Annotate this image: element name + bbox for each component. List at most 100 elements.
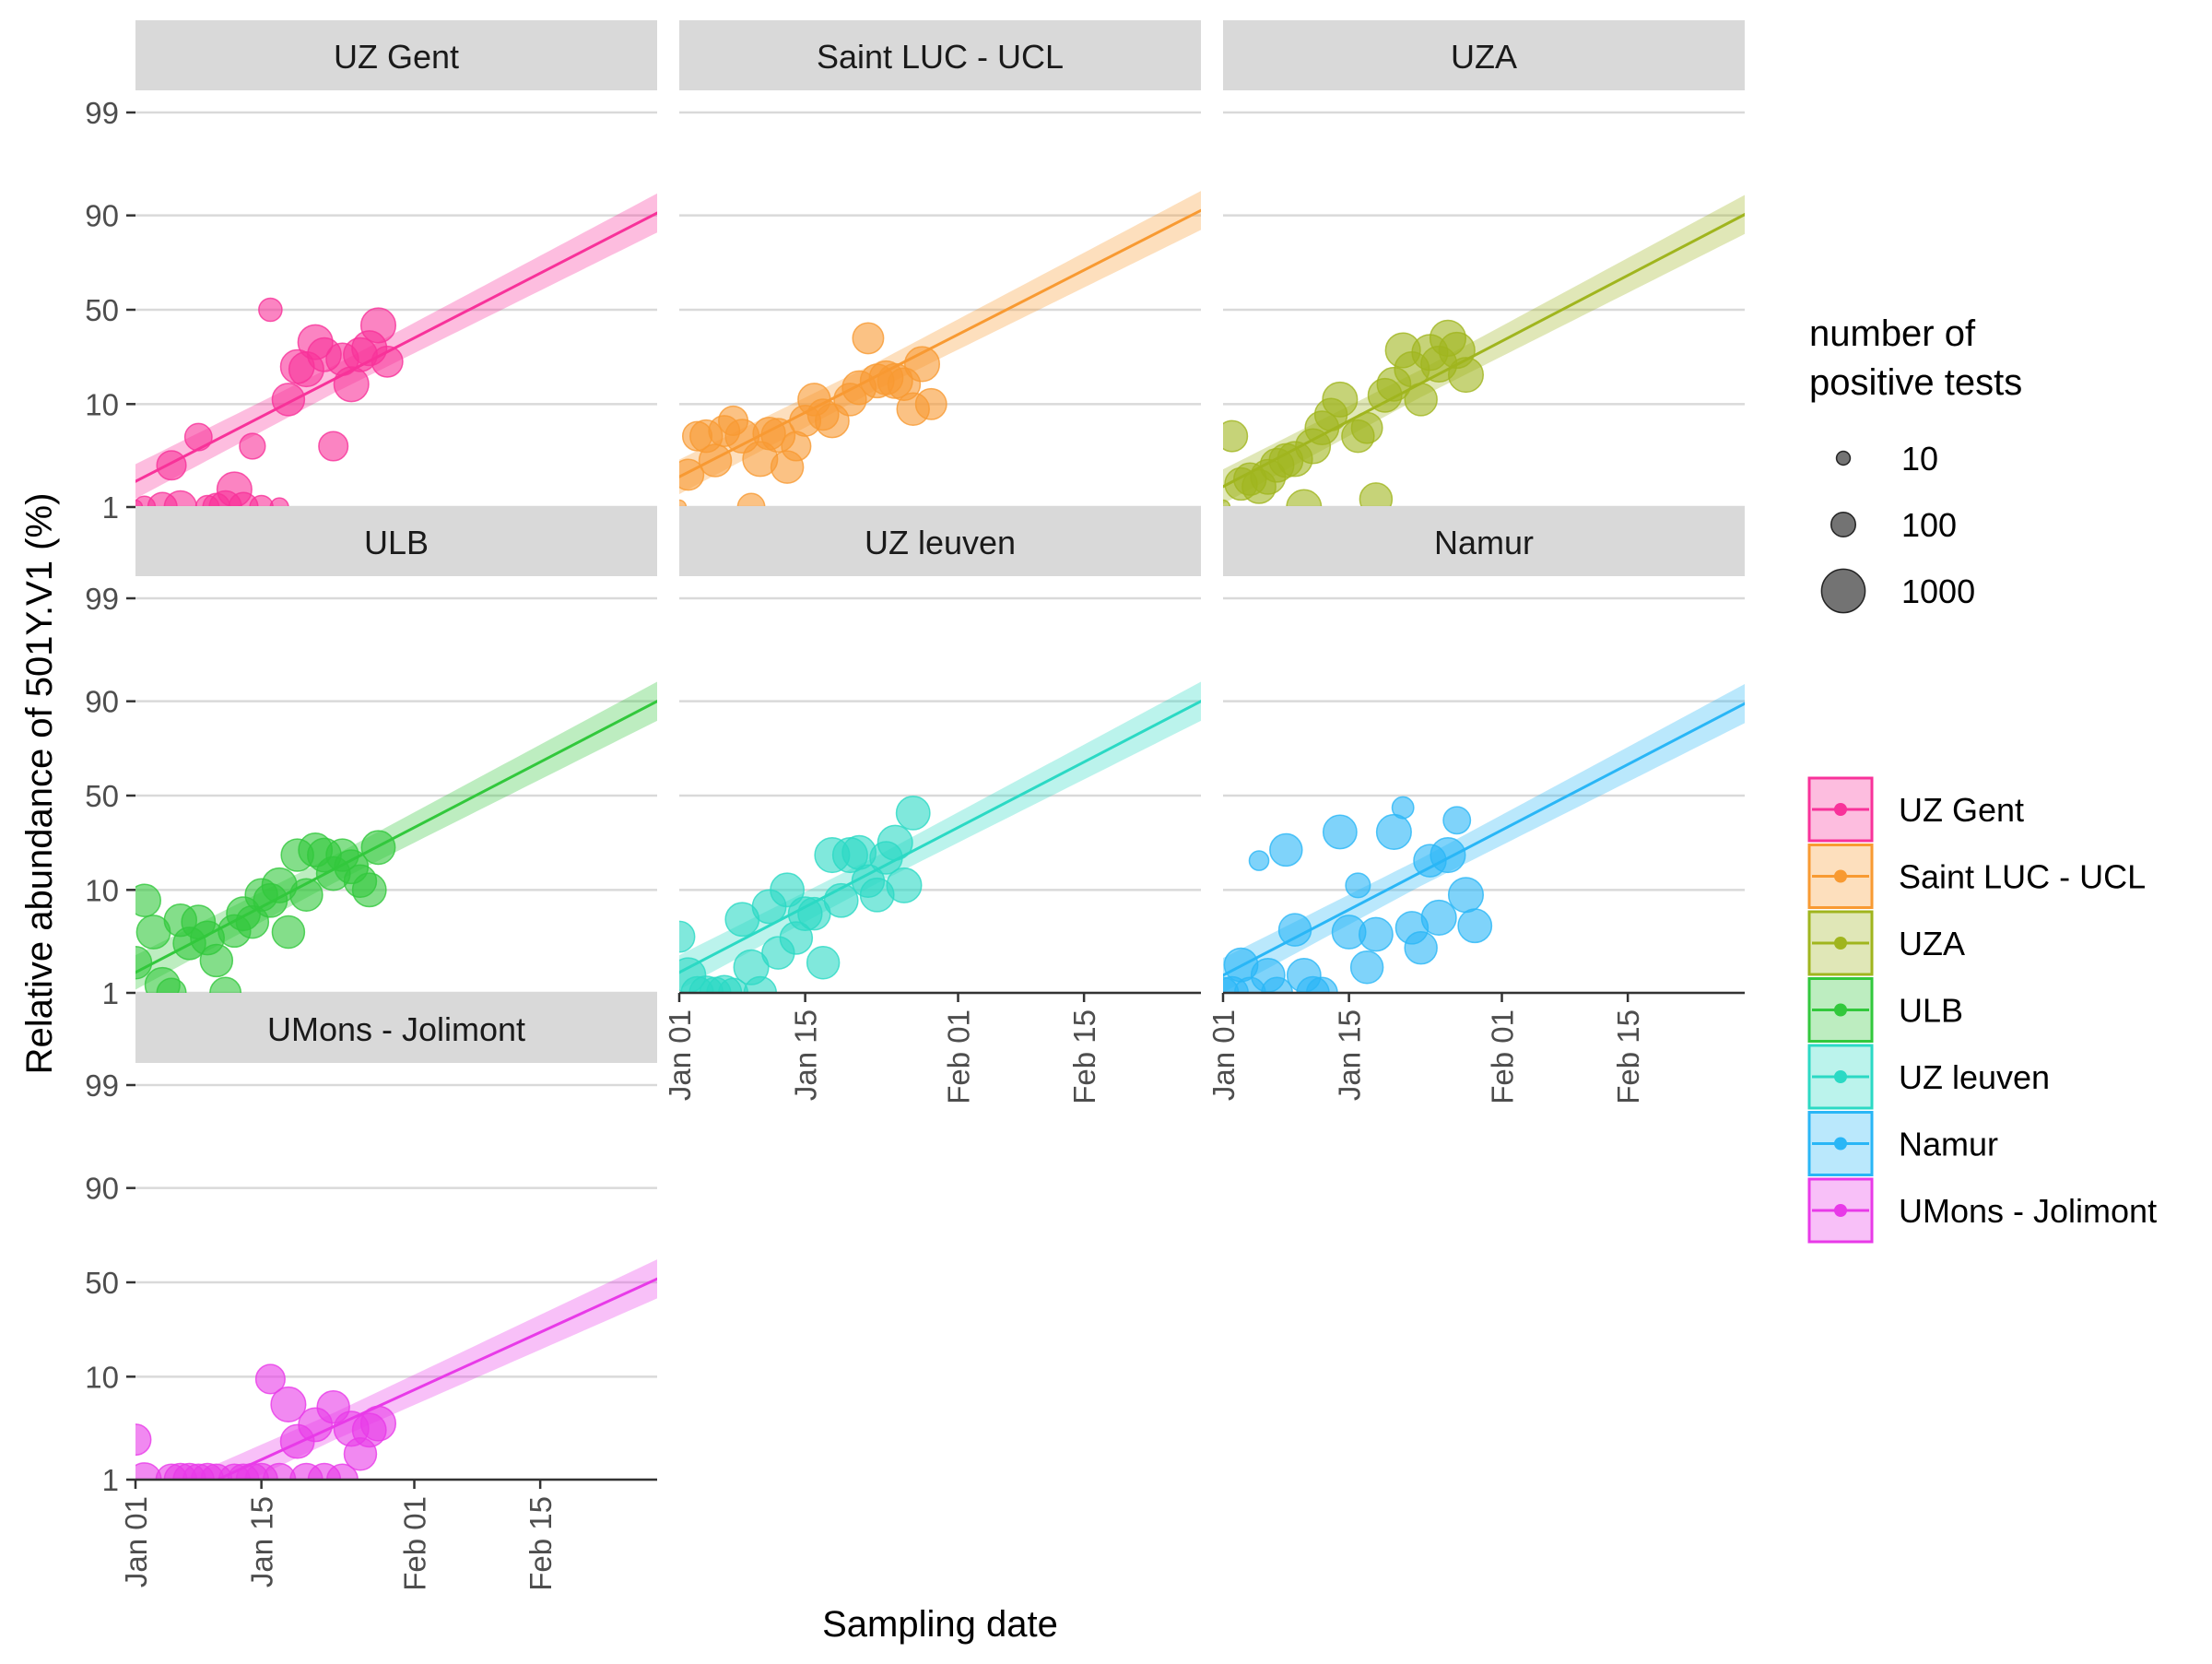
x-tick-label: Jan 15	[789, 1009, 823, 1101]
data-point	[1359, 482, 1394, 507]
data-point	[1322, 381, 1359, 418]
data-point	[359, 1405, 397, 1442]
facet-strip	[135, 506, 657, 576]
data-point	[199, 943, 234, 978]
data-point	[249, 494, 274, 507]
panel-plot-area	[135, 1259, 657, 1480]
data-point	[743, 975, 778, 993]
size-legend-label: 100	[1901, 506, 1957, 544]
panel-plot-area	[135, 681, 657, 993]
panel-plot-area	[1223, 195, 1745, 507]
facet-strip	[135, 993, 657, 1063]
data-point	[877, 824, 913, 861]
facet-strip	[679, 20, 1201, 90]
data-point	[1345, 872, 1371, 899]
data-point	[351, 872, 387, 908]
data-point	[1375, 813, 1412, 850]
panels-layer: UZ Gent Saint LUC - UCL UZA ULB UZ leuven Nam…	[135, 20, 1745, 1481]
data-point	[679, 920, 696, 953]
y-tick-label: 1	[102, 976, 119, 1010]
data-point	[156, 450, 187, 481]
x-tick-label: Jan 01	[1206, 1009, 1241, 1101]
data-point	[258, 297, 283, 323]
size-legend-title-line1: number of	[1809, 313, 1976, 354]
data-point	[371, 345, 404, 378]
panel-plot-area	[679, 191, 1201, 507]
x-tick-label: Jan 15	[245, 1496, 279, 1587]
data-point	[903, 346, 941, 383]
fit-line	[214, 1277, 657, 1480]
data-point	[359, 307, 397, 344]
data-point	[679, 499, 688, 507]
facet-strip-label: Saint LUC - UCL	[817, 38, 1064, 76]
facet-strip	[135, 20, 657, 90]
data-point	[289, 878, 324, 912]
color-legend-label: ULB	[1899, 992, 1963, 1030]
y-tick-label: 50	[85, 779, 119, 813]
x-tick-label: Feb 15	[524, 1496, 558, 1591]
y-tick-label: 10	[85, 387, 119, 421]
data-point	[770, 872, 806, 908]
facet-panel: UMons - Jolimont	[135, 993, 657, 1481]
color-legend-dot	[1834, 1204, 1847, 1217]
data-point	[1391, 796, 1415, 820]
color-legend-dot	[1834, 869, 1847, 883]
data-point	[326, 1463, 359, 1480]
facet-strip-label: UZ Gent	[334, 38, 459, 76]
facet-strip-label: UZ leuven	[865, 524, 1016, 561]
data-point	[1248, 850, 1270, 871]
x-tick-label: Jan 01	[119, 1496, 153, 1587]
facet-panel: ULB	[135, 506, 657, 995]
panel-plot-area	[135, 193, 657, 507]
size-legend-title-line2: positive tests	[1809, 362, 2022, 403]
data-point	[1269, 832, 1303, 867]
x-tick-label: Jan 15	[1333, 1009, 1367, 1101]
y-axis-label: Relative abundance of 501Y.V1 (%)	[19, 493, 60, 1075]
data-point	[1349, 950, 1384, 985]
data-point	[1420, 899, 1457, 936]
x-tick-label: Jan 01	[663, 1009, 697, 1101]
data-point	[1277, 913, 1312, 947]
data-point	[1442, 806, 1472, 835]
y-tick-label: 1	[102, 1463, 119, 1497]
data-point	[895, 795, 931, 831]
x-axis-label: Sampling date	[822, 1604, 1058, 1645]
size-legend-label: 10	[1901, 440, 1938, 478]
y-tick-label: 90	[85, 1172, 119, 1206]
y-tick-label: 10	[85, 873, 119, 907]
data-point	[254, 1363, 286, 1395]
color-legend-dot	[1834, 803, 1847, 816]
data-point	[1322, 814, 1358, 850]
data-point	[1358, 916, 1394, 952]
y-tick-label: 90	[85, 685, 119, 719]
color-legend-label: UZ Gent	[1899, 791, 2024, 829]
data-point	[183, 422, 213, 452]
data-point	[1430, 837, 1466, 874]
data-point	[1457, 908, 1493, 944]
data-point	[823, 882, 859, 918]
facet-strip-label: UMons - Jolimont	[267, 1010, 525, 1048]
panel-plot-area	[1223, 684, 1745, 993]
fit-line	[679, 699, 1201, 974]
color-legend-label: UZA	[1899, 925, 1965, 962]
color-legend-label: UZ leuven	[1899, 1058, 2050, 1096]
size-legend-label: 1000	[1901, 572, 1975, 610]
size-legend-key	[1830, 511, 1857, 538]
y-tick-label: 99	[85, 96, 119, 130]
data-point	[698, 443, 733, 478]
x-tick-label: Feb 01	[1486, 1009, 1520, 1104]
facet-strip	[679, 506, 1201, 576]
data-point	[1261, 976, 1293, 993]
data-point	[1404, 383, 1438, 417]
y-tick-label: 50	[85, 293, 119, 327]
data-point	[852, 322, 885, 355]
x-tick-label: Feb 01	[942, 1009, 976, 1104]
data-point	[270, 1386, 307, 1422]
facet-strip	[1223, 20, 1745, 90]
color-legend-dot	[1834, 1003, 1847, 1017]
facet-strip-label: ULB	[364, 524, 429, 561]
data-point	[333, 366, 370, 403]
size-legend-key	[1820, 568, 1866, 614]
data-point	[679, 458, 705, 491]
